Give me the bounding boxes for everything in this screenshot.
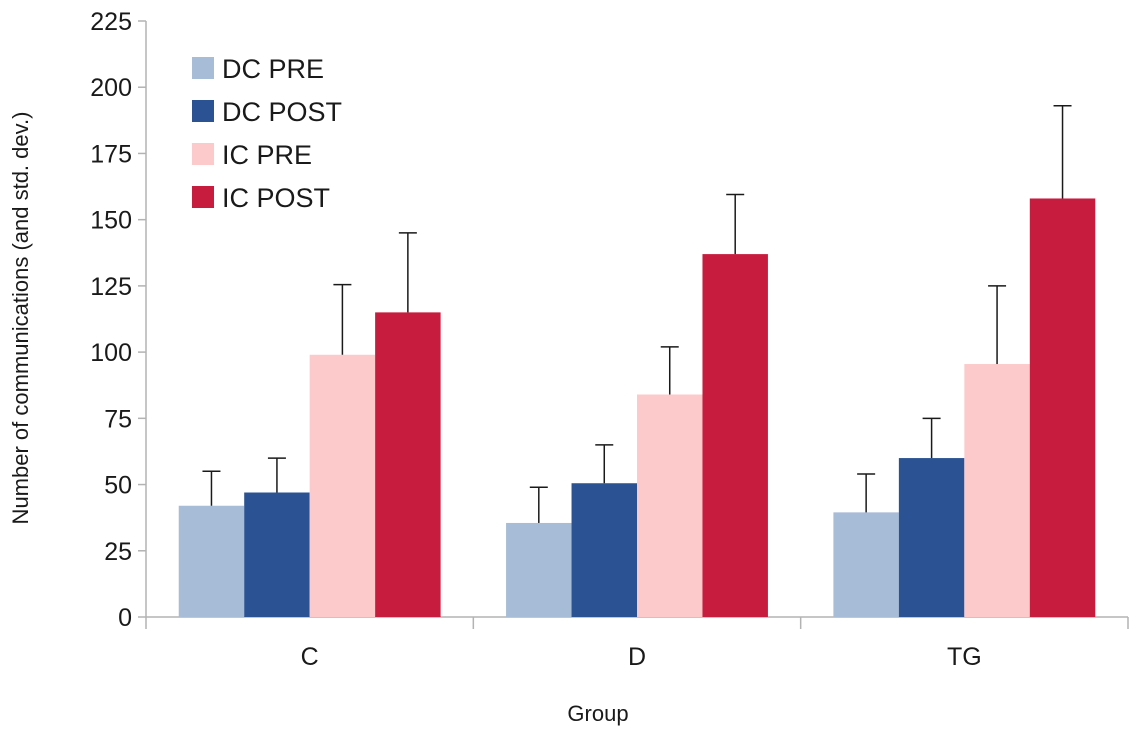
x-axis-label: Group	[567, 701, 628, 726]
bar-dc-post-tg	[898, 458, 965, 617]
x-tick-label-d: D	[628, 643, 646, 671]
y-tick-label-25: 25	[104, 538, 132, 566]
legend: DC PRE DC POST IC PRE IC POST	[192, 54, 342, 213]
bar-ic-post-tg	[1029, 198, 1096, 617]
bar-dc-pre-tg	[833, 512, 899, 617]
bar-ic-pre-c	[309, 354, 376, 617]
bar-dc-post-d	[571, 483, 637, 617]
y-tick-label-125: 125	[90, 273, 132, 301]
bar-ic-post-d	[702, 254, 768, 617]
legend-swatch-ic-post	[192, 186, 214, 208]
axes-layer: 0 25 50 75 100 125 150 175 200 225 C D TG	[90, 8, 1129, 671]
bar-ic-post-c	[375, 312, 441, 617]
legend-label-ic-pre: IC PRE	[222, 140, 312, 170]
y-tick-label-150: 150	[90, 207, 132, 235]
y-axis-label: Number of communications (and std. dev.)	[8, 112, 33, 525]
x-tick-label-c: C	[301, 643, 319, 671]
legend-label-dc-pre: DC PRE	[222, 54, 324, 84]
error-bars-layer	[202, 105, 1072, 523]
legend-swatch-dc-post	[192, 100, 214, 122]
y-tick-label-75: 75	[104, 405, 132, 433]
bar-dc-post-c	[244, 492, 310, 617]
y-tick-label-200: 200	[90, 74, 132, 102]
legend-swatch-dc-pre	[192, 57, 214, 79]
y-tick-label-175: 175	[90, 140, 132, 168]
bar-dc-pre-c	[178, 505, 245, 617]
bar-ic-pre-tg	[964, 364, 1030, 617]
x-tick-label-tg: TG	[947, 643, 982, 671]
legend-label-dc-post: DC POST	[222, 97, 342, 127]
y-tick-label-100: 100	[90, 339, 132, 367]
y-tick-label-50: 50	[104, 472, 132, 500]
bar-ic-pre-d	[637, 394, 703, 617]
bars-layer	[178, 198, 1096, 617]
legend-swatch-ic-pre	[192, 143, 214, 165]
bar-dc-pre-d	[506, 522, 572, 617]
y-tick-label-225: 225	[90, 8, 132, 36]
y-tick-label-0: 0	[118, 604, 132, 632]
legend-label-ic-post: IC POST	[222, 183, 330, 213]
